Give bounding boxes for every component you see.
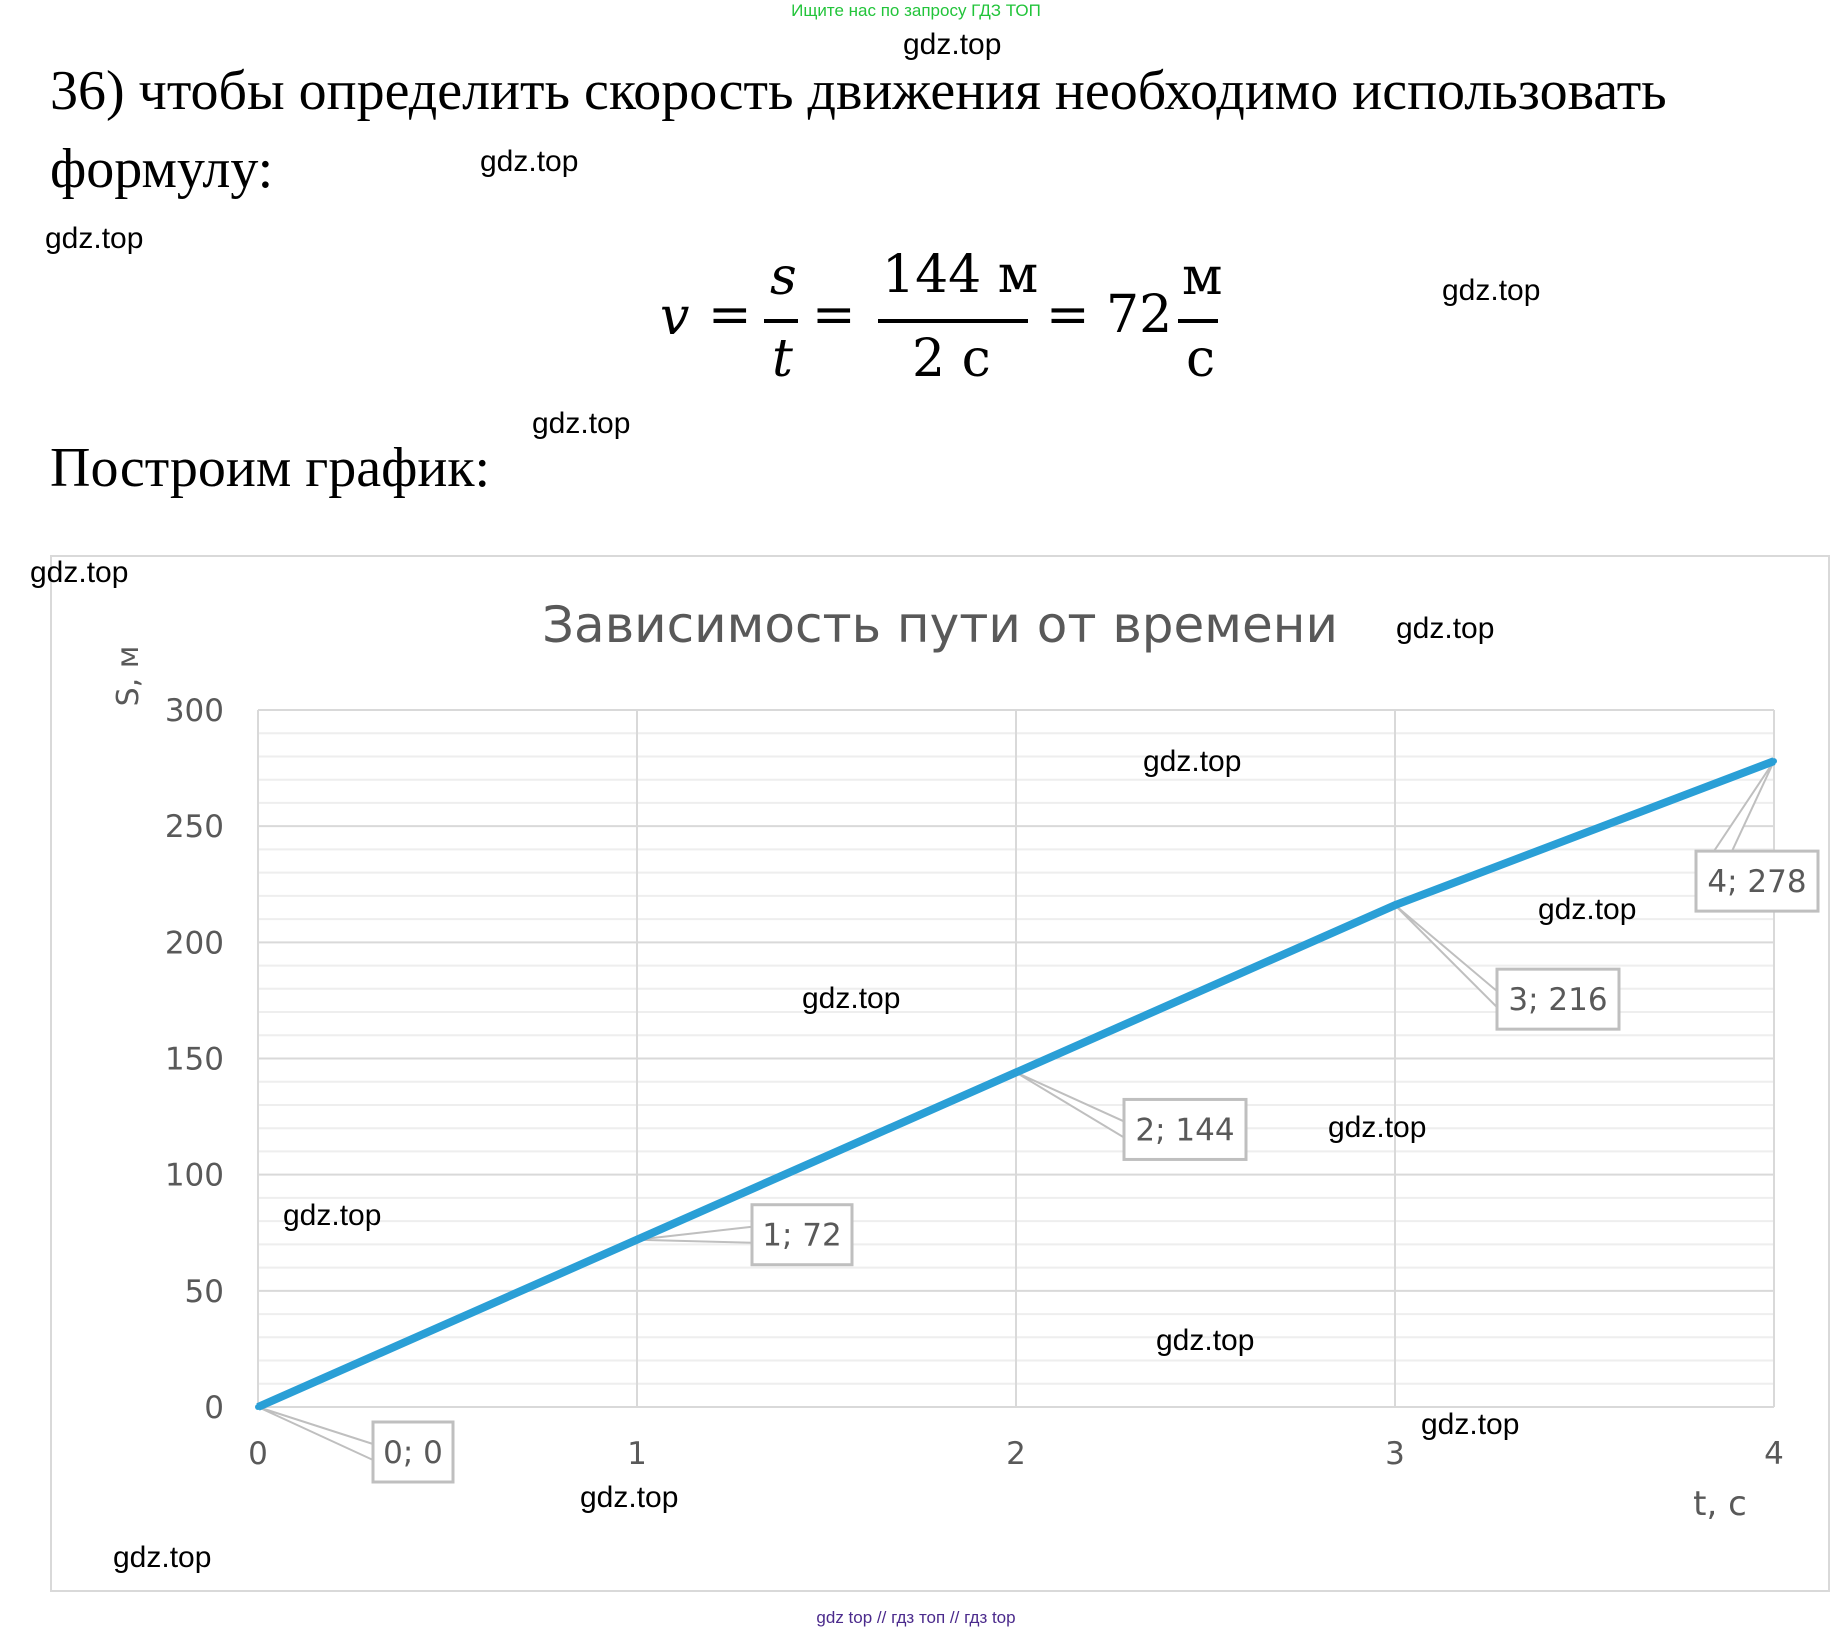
data-label: 1; 72 <box>762 1218 841 1254</box>
data-label: 2; 144 <box>1135 1112 1234 1148</box>
x-tick-label: 1 <box>627 1436 647 1472</box>
formula-v: v <box>660 287 690 347</box>
data-point <box>1013 1069 1019 1076</box>
watermark: gdz.top <box>903 28 1002 61</box>
formula-result: 72 <box>1106 285 1173 345</box>
watermark: gdz.top <box>45 222 144 255</box>
x-tick-label: 2 <box>1006 1436 1026 1472</box>
y-axis-label: S, м <box>111 646 146 707</box>
search-banner[interactable]: Ищите нас по запросу ГДЗ ТОП <box>791 1 1041 20</box>
x-tick-label: 0 <box>248 1436 268 1472</box>
y-tick-label: 150 <box>165 1042 224 1078</box>
y-tick-label: 300 <box>165 693 224 729</box>
y-tick-label: 250 <box>165 809 224 845</box>
formula-t: t <box>772 329 793 389</box>
x-axis-label: t, с <box>1693 1484 1747 1524</box>
watermark: gdz.top <box>580 1481 679 1514</box>
formula-eq-3: = <box>1046 285 1090 345</box>
y-tick-label: 200 <box>165 925 224 961</box>
watermark: gdz.top <box>113 1541 212 1574</box>
chart-frame <box>50 555 1830 1592</box>
data-label-box <box>1694 849 1820 913</box>
watermark: gdz.top <box>1538 893 1637 926</box>
watermark: gdz.top <box>480 145 579 178</box>
y-tick-label: 100 <box>165 1158 224 1194</box>
ticks: 0 50 100 150 200 250 300 0 1 2 3 4 <box>165 693 1784 1472</box>
callout-pointer <box>1394 904 1498 1010</box>
watermark: gdz.top <box>1396 612 1495 645</box>
grid-major <box>257 709 1775 1408</box>
data-label: 3; 216 <box>1508 982 1607 1018</box>
y-tick-label: 0 <box>204 1390 224 1426</box>
formula-bar-1 <box>764 319 798 323</box>
watermark: gdz.top <box>1156 1324 1255 1357</box>
series <box>255 757 1777 1411</box>
data-point <box>634 1236 640 1243</box>
formula-s: s <box>770 247 797 307</box>
data-point <box>1771 758 1777 765</box>
data-label: 4; 278 <box>1707 864 1806 900</box>
formula-eq-2: = <box>812 285 856 345</box>
chart-title: Зависимость пути от времени <box>542 596 1338 654</box>
build-text: Построим график: <box>50 437 491 499</box>
watermark: gdz.top <box>283 1199 382 1232</box>
data-label-box <box>750 1203 854 1267</box>
formula-unit-num: м <box>1182 247 1223 307</box>
formula-bar-2 <box>878 319 1028 323</box>
task-text: 36) чтобы определить скорость движения н… <box>50 60 1667 200</box>
watermark: gdz.top <box>1421 1408 1520 1441</box>
footer-links[interactable]: gdz top // гдз топ // гдз top <box>816 1608 1016 1627</box>
velocity-formula: v = s t = 144 м 2 с = 72 м с <box>660 245 1223 395</box>
data-label-box <box>371 1420 455 1484</box>
data-label-box <box>1122 1097 1248 1161</box>
formula-eq-1: = <box>708 285 752 345</box>
callouts: 0; 0 1; 72 2; 144 3; 216 4; 278 <box>257 760 1820 1484</box>
data-point <box>1392 902 1398 909</box>
y-tick-label: 50 <box>185 1274 224 1310</box>
data-point <box>255 1404 261 1410</box>
data-label-box <box>1495 967 1621 1031</box>
data-label: 0; 0 <box>383 1435 443 1471</box>
formula-numerator: 144 м <box>882 245 1039 305</box>
x-tick-label: 4 <box>1764 1436 1784 1472</box>
callout-pointer <box>257 1406 374 1462</box>
x-tick-label: 3 <box>1385 1436 1405 1472</box>
watermark: gdz.top <box>30 556 129 589</box>
watermark: gdz.top <box>1442 274 1541 307</box>
watermark: gdz.top <box>1328 1111 1427 1144</box>
watermark: gdz.top <box>802 982 901 1015</box>
formula-unit-den: с <box>1186 329 1216 389</box>
watermark: gdz.top <box>1143 745 1242 778</box>
watermark: gdz.top <box>532 407 631 440</box>
formula-bar-3 <box>1178 319 1218 323</box>
formula-denominator: 2 с <box>912 329 991 389</box>
